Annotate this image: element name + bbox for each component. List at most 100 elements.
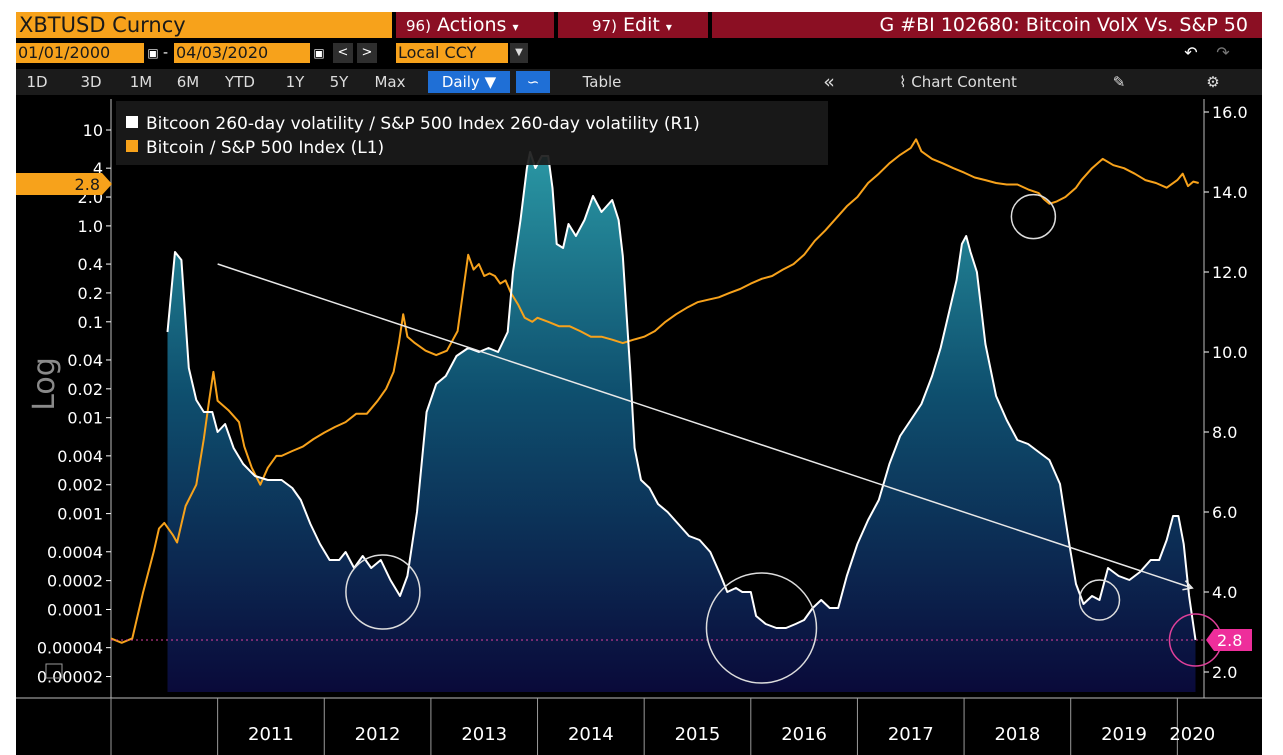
annotation-circle <box>1010 193 1057 240</box>
arrowhead-icon <box>1182 580 1194 591</box>
redo-icon[interactable]: ↷ <box>1216 43 1230 62</box>
chart-content-label: Chart Content <box>911 73 1017 91</box>
period-button-max[interactable]: Max <box>374 73 406 91</box>
edit-label: Edit <box>623 14 660 36</box>
right-tick-label: 4.0 <box>1212 583 1237 602</box>
chart-type-icon[interactable]: ∽ <box>516 71 550 93</box>
axis-frame <box>16 99 1262 699</box>
collapse-icon[interactable]: « <box>823 71 835 93</box>
left-tick-label: 0.004 <box>57 447 103 466</box>
period-button-6m[interactable]: 6M <box>176 73 200 91</box>
graph-title: G #BI 102680: Bitcoin VolX Vs. S&P 50 <box>712 12 1262 38</box>
header-bar: XBTUSD Curncy 96) Actions ▾ 97) Edit ▾ G… <box>16 12 1262 38</box>
left-tick-label: 0.00002 <box>37 668 103 687</box>
x-tick-label: 2019 <box>1101 724 1147 745</box>
table-button[interactable]: Table <box>582 73 622 91</box>
right-tick-label: 10.0 <box>1212 343 1248 362</box>
log-scale-label: Log <box>27 357 62 411</box>
legend-box <box>116 101 828 165</box>
x-tick-label: 2020 <box>1169 724 1215 745</box>
period-button-ytd[interactable]: YTD <box>225 73 255 91</box>
chart-content-icon: ⌇ <box>899 73 907 91</box>
actions-menu[interactable]: 96) Actions ▾ <box>396 12 554 38</box>
left-value-tag-label: 2.8 <box>75 175 100 194</box>
left-tick-label: 0.0004 <box>47 543 103 562</box>
edit-shortcut: 97) <box>592 17 617 35</box>
period-button-5y[interactable]: 5Y <box>329 73 349 91</box>
annotation-circle <box>345 554 421 630</box>
left-tick-label: 1.0 <box>78 217 103 236</box>
left-tick-label: 10 <box>83 121 103 140</box>
period-toolbar: 1D 3D 1M 6M YTD 1Y 5Y Max Daily ▼ ∽ Tabl… <box>16 69 1262 95</box>
actions-label: Actions <box>437 14 507 36</box>
x-tick-label: 2017 <box>888 724 934 745</box>
trend-arrow-line <box>217 263 1193 589</box>
currency-select[interactable]: Local CCY <box>396 43 508 63</box>
volatility-area <box>167 152 1196 692</box>
chevron-down-icon[interactable]: ▼ <box>510 43 528 63</box>
left-tick-label: 0.0002 <box>47 572 103 591</box>
left-tick-label: 0.4 <box>78 255 103 274</box>
left-tick-label: 0.01 <box>67 409 103 428</box>
next-arrow-icon[interactable]: > <box>357 43 377 63</box>
date-bar: 01/01/2000 ▣ - 04/03/2020 ▣ < > Local CC… <box>16 42 1262 64</box>
left-tick-label: 0.1 <box>78 313 103 332</box>
left-tick-label: 0.04 <box>67 351 103 370</box>
x-tick-label: 2013 <box>461 724 507 745</box>
right-tick-label: 2.0 <box>1212 663 1237 682</box>
right-value-tag <box>1206 629 1252 651</box>
x-tick-label: 2016 <box>781 724 827 745</box>
left-tick-label: 0.002 <box>57 476 103 495</box>
legend-entry-bitcoin: Bitcoin / S&P 500 Index (L1) <box>146 138 384 158</box>
annotation-circle <box>705 572 818 684</box>
right-tick-label: 16.0 <box>1212 103 1248 122</box>
legend-entry-volatility: Bitcoon 260-day volatility / S&P 500 Ind… <box>146 114 700 134</box>
x-tick-label: 2011 <box>248 724 294 745</box>
chart-content-button[interactable]: ⌇ Chart Content <box>878 71 1038 93</box>
right-value-tag-label: 2.8 <box>1217 631 1242 650</box>
date-separator: - <box>163 45 169 61</box>
x-tick-label: 2015 <box>675 724 721 745</box>
undo-icon[interactable]: ↶ <box>1184 43 1198 62</box>
annotation-circle <box>1078 579 1121 621</box>
calendar-icon[interactable]: ▣ <box>147 46 159 60</box>
calendar-icon[interactable]: ▣ <box>313 46 325 60</box>
legend-swatch-white <box>126 116 138 128</box>
right-tick-label: 14.0 <box>1212 183 1248 202</box>
period-button-1y[interactable]: 1Y <box>285 73 305 91</box>
frequency-dropdown[interactable]: Daily ▼ <box>428 71 510 93</box>
end-date-input[interactable]: 04/03/2020 <box>174 43 310 63</box>
left-value-tag <box>16 173 112 195</box>
edit-caret-icon: ▾ <box>665 20 672 34</box>
period-button-3d[interactable]: 3D <box>80 73 102 91</box>
period-button-1m[interactable]: 1M <box>129 73 153 91</box>
gear-icon[interactable]: ⚙ <box>1206 73 1220 91</box>
actions-caret-icon: ▾ <box>512 20 519 34</box>
right-tick-label: 8.0 <box>1212 423 1237 442</box>
legend: Bitcoon 260-day volatility / S&P 500 Ind… <box>116 101 828 165</box>
legend-swatch-orange <box>126 140 138 152</box>
prev-arrow-icon[interactable]: < <box>333 43 353 63</box>
x-tick-label: 2014 <box>568 724 614 745</box>
start-date-input[interactable]: 01/01/2000 <box>16 43 144 63</box>
checkbox-icon[interactable] <box>45 663 63 679</box>
actions-shortcut: 96) <box>406 17 431 35</box>
edit-menu[interactable]: 97) Edit ▾ <box>558 12 708 38</box>
left-tick-label: 4 <box>93 159 103 178</box>
left-tick-label: 0.02 <box>67 380 103 399</box>
volatility-ratio-line <box>166 151 1197 641</box>
chart-area[interactable]: 10 4 2.0 1.0 0.4 0.2 0.1 0.04 0.02 0.01 0.004 0.002… <box>16 12 1262 755</box>
left-tick-label: 0.0001 <box>47 601 103 620</box>
ticker-field[interactable]: XBTUSD Curncy <box>16 12 392 38</box>
x-tick-label: 2018 <box>994 724 1040 745</box>
x-tick-label: 2012 <box>355 724 401 745</box>
right-tick-label: 12.0 <box>1212 263 1248 282</box>
bloomberg-window: XBTUSD Curncy 96) Actions ▾ 97) Edit ▾ G… <box>16 12 1262 755</box>
annotate-icon[interactable]: ✎ <box>1112 73 1126 91</box>
right-tick-label: 6.0 <box>1212 503 1237 522</box>
bitcoin-sp500-line <box>110 138 1199 644</box>
left-tick-label: 0.2 <box>78 284 103 303</box>
left-tick-label: 0.00004 <box>37 639 103 658</box>
period-button-1d[interactable]: 1D <box>26 73 48 91</box>
left-tick-label: 0.001 <box>57 505 103 524</box>
